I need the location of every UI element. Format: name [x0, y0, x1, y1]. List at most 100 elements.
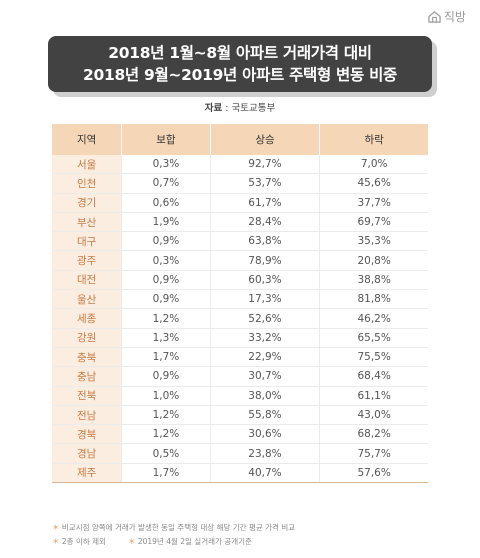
cell-flat: 0,7%	[121, 173, 211, 194]
table-body: 서울 0,3% 92,7% 7,0% 인천 0,7% 53,7% 45,6% 경기 0,6% 61,…	[52, 155, 428, 484]
cell-rise: 92,7%	[209, 155, 320, 175]
cell-region: 세종	[52, 308, 122, 329]
table-row: 강원 1,3% 33,2% 65,5%	[52, 328, 428, 348]
cell-flat: 0,5%	[121, 443, 211, 464]
header-region: 지역	[52, 124, 122, 155]
cell-flat: 0,9%	[121, 366, 211, 387]
footnote-1: ＊ 비교시점 양쪽에 거래가 발생한 동일 주택형 대상 해당 기간 평균 가격…	[52, 523, 296, 532]
cell-fall: 61,1%	[319, 386, 428, 406]
cell-flat: 1,2%	[121, 424, 211, 445]
cell-fall: 7,0%	[319, 155, 428, 175]
cell-region: 울산	[52, 289, 122, 310]
cell-rise: 23,8%	[209, 443, 320, 464]
cell-region: 광주	[52, 250, 122, 271]
cell-flat: 1,0%	[121, 386, 211, 406]
table-row: 대구 0,9% 63,8% 35,3%	[52, 231, 428, 252]
cell-flat: 1,9%	[121, 212, 211, 233]
cell-region: 인천	[52, 173, 122, 194]
cell-fall: 69,7%	[319, 212, 428, 233]
table-row: 전북 1,0% 38,0% 61,1%	[52, 386, 428, 406]
cell-flat: 1,7%	[121, 463, 211, 484]
cell-fall: 43,0%	[319, 405, 428, 426]
cell-fall: 65,5%	[319, 328, 428, 348]
cell-region: 제주	[52, 463, 122, 484]
cell-fall: 75,7%	[319, 443, 428, 464]
title-line-1: 2018년 1월~8월 아파트 거래가격 대비	[108, 44, 372, 62]
cell-rise: 78,9%	[209, 250, 320, 271]
table-row: 부산 1,9% 28,4% 69,7%	[52, 212, 428, 233]
table-row: 대전 0,9% 60,3% 38,8%	[52, 270, 428, 291]
cell-fall: 57,6%	[319, 463, 428, 484]
cell-rise: 30,7%	[209, 366, 320, 387]
table-row: 광주 0,3% 78,9% 20,8%	[52, 250, 428, 271]
brand-name: 직방	[443, 10, 466, 24]
cell-region: 서울	[52, 155, 122, 175]
header-fall: 하락	[319, 124, 428, 155]
cell-rise: 38,0%	[209, 386, 320, 406]
cell-flat: 0,9%	[121, 289, 211, 310]
cell-rise: 17,3%	[209, 289, 320, 310]
home-icon	[428, 11, 441, 23]
cell-rise: 55,8%	[209, 405, 320, 426]
header-rise: 상승	[209, 124, 320, 155]
footnote-2: ＊ 2층 이하 제외	[52, 537, 106, 546]
table-row: 세종 1,2% 52,6% 46,2%	[52, 308, 428, 329]
table-row: 충북 1,7% 22,9% 75,5%	[52, 347, 428, 368]
table-header-row: 지역 보합 상승 하락	[52, 124, 428, 155]
cell-region: 충북	[52, 347, 122, 368]
cell-rise: 33,2%	[209, 328, 320, 348]
cell-fall: 68,4%	[319, 366, 428, 387]
cell-flat: 0,6%	[121, 193, 211, 213]
title-line-2: 2018년 9월~2019년 아파트 주택형 변동 비중	[82, 66, 397, 84]
table-row: 인천 0,7% 53,7% 45,6%	[52, 173, 428, 194]
cell-region: 경남	[52, 443, 122, 464]
footnotes: ＊ 비교시점 양쪽에 거래가 발생한 동일 주택형 대상 해당 기간 평균 가격…	[52, 521, 452, 549]
cell-region: 부산	[52, 212, 122, 233]
cell-flat: 1,3%	[121, 328, 211, 348]
cell-region: 강원	[52, 328, 122, 348]
table-row: 제주 1,7% 40,7% 57,6%	[52, 463, 428, 484]
table-row: 전남 1,2% 55,8% 43,0%	[52, 405, 428, 426]
cell-flat: 1,7%	[121, 347, 211, 368]
cell-rise: 63,8%	[209, 231, 320, 252]
cell-rise: 22,9%	[209, 347, 320, 368]
cell-rise: 40,7%	[209, 463, 320, 484]
cell-rise: 60,3%	[209, 270, 320, 291]
cell-flat: 0,3%	[121, 250, 211, 271]
cell-fall: 37,7%	[319, 193, 428, 213]
table-row: 서울 0,3% 92,7% 7,0%	[52, 155, 428, 175]
cell-region: 충남	[52, 366, 122, 387]
cell-region: 경기	[52, 193, 122, 213]
cell-region: 전남	[52, 405, 122, 426]
cell-flat: 0,3%	[121, 155, 211, 175]
cell-rise: 30,6%	[209, 424, 320, 445]
table-row: 경남 0,5% 23,8% 75,7%	[52, 443, 428, 464]
cell-fall: 35,3%	[319, 231, 428, 252]
header-flat: 보합	[121, 124, 211, 155]
cell-rise: 28,4%	[209, 212, 320, 233]
cell-fall: 68,2%	[319, 424, 428, 445]
cell-region: 경북	[52, 424, 122, 445]
cell-fall: 38,8%	[319, 270, 428, 291]
cell-fall: 45,6%	[319, 173, 428, 194]
title-box: 2018년 1월~8월 아파트 거래가격 대비 2018년 9월~2019년 아…	[48, 36, 432, 92]
cell-region: 대구	[52, 231, 122, 252]
cell-region: 대전	[52, 270, 122, 291]
cell-fall: 75,5%	[319, 347, 428, 368]
cell-flat: 1,2%	[121, 405, 211, 426]
cell-fall: 20,8%	[319, 250, 428, 271]
cell-fall: 46,2%	[319, 308, 428, 329]
source-value: 국토교통부	[231, 103, 276, 114]
brand-logo: 직방	[428, 8, 466, 25]
cell-fall: 81,8%	[319, 289, 428, 310]
cell-flat: 0,9%	[121, 270, 211, 291]
table-row: 울산 0,9% 17,3% 81,8%	[52, 289, 428, 310]
cell-rise: 53,7%	[209, 173, 320, 194]
table-row: 충남 0,9% 30,7% 68,4%	[52, 366, 428, 387]
data-table: 지역 보합 상승 하락 서울 0,3% 92,7% 7,0% 인천 0,7% 53,7% 45…	[52, 124, 428, 484]
cell-region: 전북	[52, 386, 122, 406]
table-row: 경북 1,2% 30,6% 68,2%	[52, 424, 428, 445]
source-line: 자료 : 국토교통부	[204, 103, 276, 114]
table-row: 경기 0,6% 61,7% 37,7%	[52, 193, 428, 213]
cell-flat: 0,9%	[121, 231, 211, 252]
